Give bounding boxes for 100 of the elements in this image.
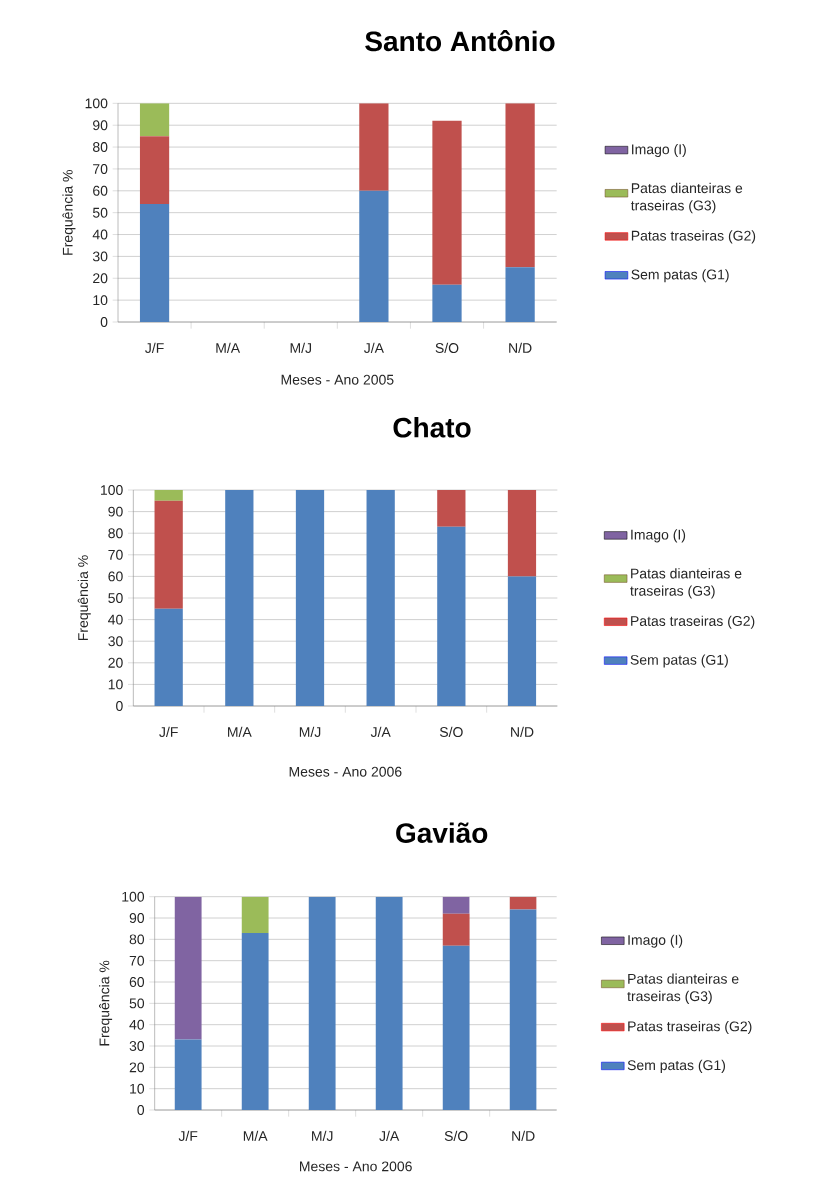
- bar: [359, 190, 389, 323]
- bar: [437, 526, 466, 707]
- y-tick-label: 60: [93, 185, 108, 196]
- x-tick-label: J/A: [363, 342, 384, 354]
- legend-label: Sem patas (G1): [631, 269, 729, 283]
- y-tick-label: 20: [129, 1062, 145, 1073]
- x-axis-title: Meses - Ano 2005: [281, 374, 394, 385]
- legend-label: Imago (I): [632, 143, 686, 158]
- x-tick-label: S/O: [439, 726, 463, 738]
- y-axis-title: Frequência %: [99, 960, 113, 1046]
- y-tick-label: 30: [92, 251, 108, 262]
- bar: [509, 896, 537, 910]
- bar: [241, 896, 269, 933]
- y-tick-label: 10: [93, 295, 108, 306]
- legend-label: Patas dianteiras e traseiras (G3): [630, 568, 742, 599]
- bar: [154, 608, 183, 707]
- x-tick-label: M/A: [243, 1130, 268, 1142]
- y-tick-label: 10: [108, 679, 123, 690]
- bar: [295, 490, 325, 707]
- x-tick-label: M/J: [290, 342, 312, 354]
- bar: [442, 945, 470, 1111]
- y-tick-label: 90: [93, 120, 108, 131]
- bar: [509, 909, 537, 1111]
- y-tick-label: 0: [116, 701, 123, 711]
- bar: [139, 203, 170, 323]
- legend-label: Sem patas (G1): [630, 654, 728, 668]
- y-tick-label: 20: [93, 273, 108, 284]
- y-axis-title: Frequência %: [77, 555, 91, 641]
- legend-label: Imago (I): [628, 934, 683, 948]
- y-tick-label: 50: [108, 593, 123, 603]
- bar: [432, 120, 462, 285]
- y-tick-label: 70: [93, 163, 108, 174]
- y-tick-label: 0: [100, 317, 108, 327]
- y-tick-label: 90: [108, 506, 123, 517]
- y-tick-label: 80: [108, 528, 123, 539]
- y-tick-label: 40: [129, 1019, 145, 1030]
- x-tick-label: J/A: [379, 1130, 400, 1142]
- y-tick-label: 60: [129, 977, 145, 987]
- y-tick-label: 90: [129, 913, 145, 923]
- y-tick-label: 70: [129, 955, 145, 966]
- legend-label: Imago (I): [631, 529, 686, 543]
- bar: [174, 896, 202, 1040]
- bar: [154, 500, 183, 609]
- bar: [442, 896, 470, 914]
- y-tick-label: 50: [92, 207, 108, 218]
- x-tick-label: N/D: [509, 342, 532, 354]
- bar: [442, 913, 470, 946]
- y-tick-label: 100: [85, 98, 108, 109]
- x-tick-label: J/A: [370, 726, 391, 738]
- y-tick-label: 0: [137, 1105, 145, 1115]
- y-tick-label: 80: [129, 934, 145, 945]
- bar: [432, 284, 462, 323]
- x-tick-label: J/F: [159, 726, 178, 738]
- y-tick-label: 10: [130, 1083, 145, 1094]
- bar: [359, 103, 389, 191]
- bar: [174, 1039, 202, 1111]
- bar: [308, 896, 336, 1111]
- legend-label: Patas dianteiras e traseiras (G3): [630, 182, 743, 214]
- x-tick-label: M/A: [228, 726, 252, 738]
- y-tick-label: 30: [129, 1041, 145, 1051]
- y-tick-label: 40: [108, 614, 123, 625]
- y-tick-label: 80: [92, 142, 108, 153]
- y-tick-label: 70: [108, 549, 123, 560]
- x-axis-title: Meses - Ano 2006: [289, 766, 402, 777]
- y-tick-label: 50: [129, 998, 145, 1009]
- bar: [154, 490, 183, 501]
- y-tick-label: 100: [101, 485, 123, 495]
- bar: [505, 267, 535, 323]
- chart-title: Gavião: [396, 822, 488, 843]
- x-tick-label: S/O: [444, 1130, 468, 1142]
- bar: [437, 490, 466, 527]
- x-tick-label: M/J: [312, 1130, 333, 1142]
- bar: [507, 490, 537, 577]
- x-tick-label: N/D: [511, 726, 534, 738]
- legend-label: Patas traseiras (G2): [628, 1021, 752, 1035]
- bar: [366, 490, 395, 707]
- x-tick-label: M/A: [216, 342, 241, 354]
- x-tick-label: J/F: [145, 342, 164, 354]
- bar: [241, 932, 269, 1111]
- legend-label: Patas traseiras (G2): [631, 615, 755, 629]
- bar: [507, 576, 537, 707]
- bar: [225, 490, 254, 707]
- bar: [139, 103, 170, 137]
- bar: [375, 896, 403, 1111]
- y-tick-label: 20: [108, 657, 123, 668]
- legend-label: Patas dianteiras e traseiras (G3): [627, 973, 739, 1004]
- y-tick-label: 40: [92, 229, 108, 240]
- legend-label: Patas traseiras (G2): [631, 230, 756, 244]
- chart-title: Santo Antônio: [365, 30, 555, 52]
- y-axis-title: Frequência %: [62, 170, 76, 255]
- y-tick-label: 60: [108, 571, 123, 582]
- x-axis-title: Meses - Ano 2006: [300, 1161, 412, 1172]
- y-tick-label: 30: [108, 636, 123, 647]
- x-tick-label: S/O: [435, 342, 459, 354]
- y-tick-label: 100: [122, 891, 145, 902]
- bar: [139, 136, 170, 204]
- x-tick-label: M/J: [299, 726, 321, 738]
- x-tick-label: J/F: [178, 1130, 198, 1142]
- legend-label: Sem patas (G1): [627, 1059, 726, 1073]
- bar: [505, 103, 535, 268]
